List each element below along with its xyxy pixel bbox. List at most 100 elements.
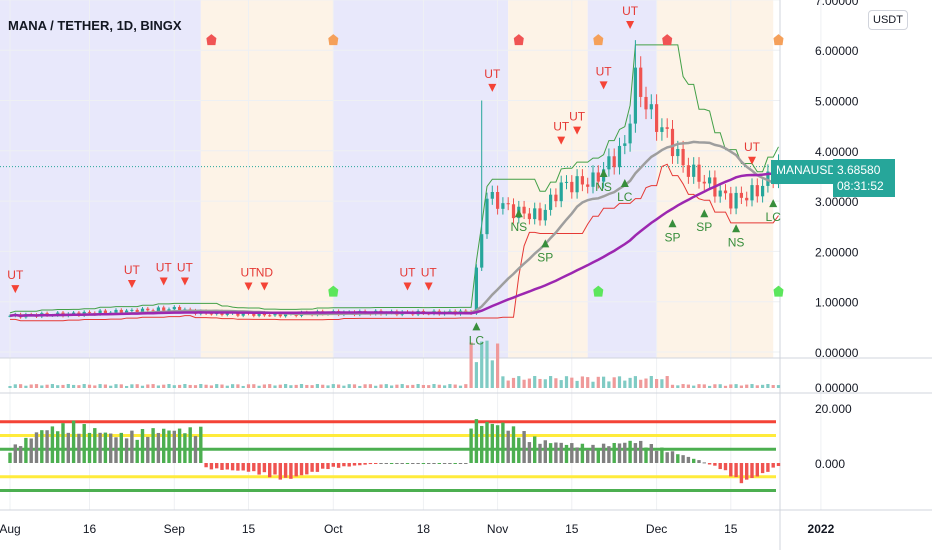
volume-bar xyxy=(358,385,362,388)
time-tick: Nov xyxy=(487,522,508,536)
volume-bar xyxy=(739,385,743,388)
buy-arrow-icon xyxy=(541,239,550,248)
volume-bar xyxy=(50,384,54,388)
volume-bar xyxy=(702,384,706,388)
volume-bar xyxy=(639,379,643,388)
volume-bar xyxy=(225,385,229,388)
candle-body xyxy=(72,312,76,314)
volume-bar xyxy=(87,384,92,388)
osc-bar xyxy=(183,433,187,463)
volume-bar xyxy=(305,384,309,388)
candle-body xyxy=(119,309,123,314)
candle-body xyxy=(268,315,272,317)
osc-bar xyxy=(771,463,775,468)
osc-bar xyxy=(336,463,341,468)
osc-bar xyxy=(559,442,563,463)
candle-body xyxy=(570,181,574,193)
volume-bar xyxy=(771,385,775,388)
volume-bar xyxy=(321,384,325,388)
osc-bar xyxy=(755,463,759,477)
volume-bar xyxy=(209,385,213,388)
candle-body xyxy=(135,309,139,313)
osc-bar xyxy=(586,449,590,463)
osc-bar xyxy=(241,463,245,471)
osc-bar xyxy=(480,425,484,463)
osc-bar xyxy=(623,442,627,463)
sell-signal-label: UT xyxy=(484,67,501,81)
volume-bar xyxy=(119,384,123,388)
sell-arrow-icon xyxy=(424,282,433,291)
volume-bar xyxy=(670,384,675,388)
volume-bar xyxy=(299,384,304,388)
candle-body xyxy=(633,67,637,124)
osc-bar xyxy=(24,437,28,463)
osc-bar xyxy=(538,443,542,463)
osc-bar xyxy=(580,443,585,463)
volume-bar xyxy=(506,380,510,388)
sell-arrow-icon xyxy=(127,280,136,289)
volume-bar xyxy=(432,384,436,388)
volume-bar xyxy=(167,384,171,388)
osc-bar xyxy=(236,463,240,471)
candle-body xyxy=(586,184,590,187)
buy-signal-label: SP xyxy=(696,220,712,234)
volume-bar xyxy=(273,385,277,388)
osc-bar xyxy=(252,463,256,472)
candle-body xyxy=(485,198,489,235)
osc-bar xyxy=(352,463,357,466)
osc-bar xyxy=(490,423,494,463)
last-price: 3.68580 xyxy=(837,163,881,177)
osc-bar xyxy=(432,463,436,464)
osc-bar xyxy=(776,463,781,467)
osc-bar xyxy=(384,463,388,464)
osc-bar xyxy=(718,463,722,470)
osc-bar xyxy=(299,463,304,476)
osc-bar xyxy=(543,440,547,463)
osc-bar xyxy=(13,444,17,463)
volume-bar xyxy=(649,376,653,388)
osc-bar xyxy=(448,463,452,464)
volume-bar xyxy=(45,384,49,388)
osc-bar xyxy=(289,463,293,479)
time-tick: 16 xyxy=(83,522,97,536)
osc-bar xyxy=(368,463,373,465)
osc-bar xyxy=(686,456,691,463)
volume-bar xyxy=(729,384,733,388)
volume-bar xyxy=(421,384,425,388)
osc-bar xyxy=(374,463,378,464)
osc-bar xyxy=(273,463,277,475)
osc-bar xyxy=(34,432,39,463)
volume-bar xyxy=(29,384,33,388)
candle-body xyxy=(130,309,134,311)
volume-bar xyxy=(474,362,478,388)
candle-body xyxy=(527,213,531,220)
osc-bar xyxy=(215,463,219,469)
osc-bar xyxy=(77,433,81,463)
candle-body xyxy=(723,190,728,194)
osc-bar xyxy=(315,463,320,472)
volume-bar xyxy=(718,384,722,388)
currency-button[interactable]: USDT xyxy=(868,10,908,30)
volume-bar xyxy=(231,384,235,388)
volume-bar xyxy=(776,385,781,388)
osc-bar xyxy=(617,443,622,463)
osc-bar xyxy=(294,463,298,477)
volume-bar xyxy=(575,380,579,388)
osc-bar xyxy=(56,431,60,463)
price-tick: 5.00000 xyxy=(815,95,859,109)
osc-bar xyxy=(458,463,463,464)
volume-bar xyxy=(268,384,272,388)
volume-bar xyxy=(517,376,521,388)
osc-bar xyxy=(596,448,600,463)
osc-bar xyxy=(225,463,229,470)
price-tick: 3.00000 xyxy=(815,195,859,209)
volume-bar xyxy=(278,384,282,388)
volume-bar xyxy=(607,381,611,388)
volume-bar xyxy=(13,384,17,388)
candle-body xyxy=(511,204,516,219)
candle-body xyxy=(655,104,659,132)
candle-body xyxy=(729,193,733,209)
volume-bar xyxy=(188,384,192,388)
volume-bar xyxy=(331,384,335,388)
